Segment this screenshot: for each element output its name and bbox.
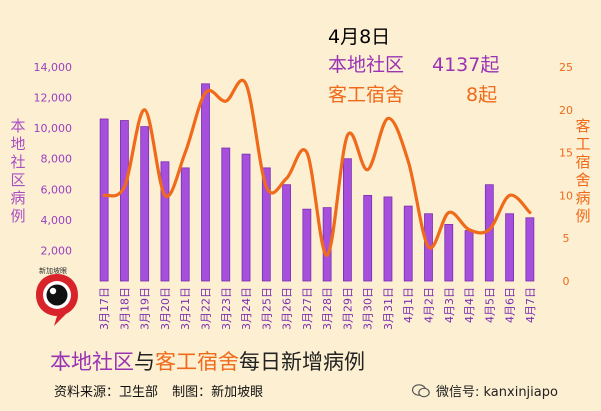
bar [120,120,129,282]
header-date: 4月8日 [328,26,391,48]
line-series-dorm [102,78,532,257]
wechat-text: 微信号: kanxinjiapo [436,385,558,400]
credit-made-by: 制图：新加坡眼 [172,385,264,400]
x-tick-label: 3月24日 [240,287,253,330]
x-tick-label: 4月7日 [524,287,537,323]
bar-series-local [99,83,535,282]
left-tick-label: 4,000 [41,214,73,227]
bar [383,196,393,282]
x-tick-label: 3月20日 [159,287,172,330]
bar [403,205,413,282]
x-tick-label: 3月26日 [281,287,294,330]
bottom-title-local: 本地社区 [50,350,134,374]
x-tick-label: 4月2日 [423,287,436,323]
x-tick-label: 3月22日 [200,287,213,330]
right-tick-label: 25 [559,61,573,74]
right-tick-label: 10 [559,189,573,202]
x-tick-label: 3月18日 [118,287,131,330]
x-tick-label: 3月28日 [321,287,334,330]
left-axis-ticks: 2,000 4,000 6,000 8,000 10,000 12,000 14,000 [34,61,73,257]
bar [525,217,535,282]
x-tick-label: 3月21日 [179,287,192,330]
bar [282,184,291,282]
right-axis-ticks: 0 5 10 15 20 25 [559,61,573,288]
left-tick-label: 14,000 [34,61,73,74]
bar [505,213,514,282]
bottom-title-rest: 每日新增病例 [239,350,365,374]
x-axis-ticks: 3月17日 3月18日 3月19日 3月20日 3月21日 3月22日 3月23日 3月24日… [98,287,537,330]
wechat-icon [412,383,430,397]
bar [221,147,231,282]
left-tick-label: 12,000 [34,92,73,105]
logo-text: 新加坡眼 [39,267,67,275]
left-tick-label: 8,000 [41,153,73,166]
credits: 资料来源：卫生部 制图：新加坡眼 [54,381,273,400]
header-local-value: 4137起 [432,54,500,76]
wechat-watermark: 微信号: kanxinjiapo [412,381,558,400]
bar [180,167,190,282]
right-tick-label: 5 [563,232,570,245]
x-tick-label: 4月4日 [463,287,476,323]
header-local-label: 本地社区 [328,54,405,76]
left-tick-label: 10,000 [34,122,73,135]
right-tick-label: 15 [559,147,573,160]
x-tick-label: 3月31日 [382,287,395,330]
bar [99,118,109,282]
bottom-title-and: 与 [134,350,155,374]
left-tick-label: 6,000 [41,183,73,196]
header-dorm-value: 8起 [466,84,498,106]
x-tick-label: 4月1日 [402,287,415,323]
x-tick-label: 3月23日 [220,287,233,330]
x-tick-label: 4月5日 [483,287,496,323]
x-tick-label: 4月3日 [443,287,456,323]
left-axis-label: 本地社区病例 [10,117,26,225]
x-tick-label: 3月25日 [260,287,273,330]
x-tick-label: 3月19日 [139,287,152,330]
credit-source: 资料来源：卫生部 [54,385,159,400]
left-tick-label: 2,000 [41,244,73,257]
bar [444,224,454,282]
x-tick-label: 3月30日 [362,287,375,330]
bar [302,208,312,282]
x-tick-label: 4月6日 [504,287,517,323]
bar [241,153,251,282]
bar [160,161,170,282]
logo-camera-icon [36,274,78,326]
bar [363,194,373,282]
x-tick-label: 3月29日 [341,287,354,330]
bar [464,230,474,282]
bar [343,158,352,282]
bottom-title: 本地社区与客工宿舍每日新增病例 [50,346,365,376]
right-tick-label: 20 [559,104,573,117]
x-tick-label: 3月17日 [98,287,111,330]
x-tick-label: 3月27日 [301,287,314,330]
bar [140,126,150,282]
right-tick-label: 0 [563,275,570,288]
bar [261,167,271,282]
bottom-title-dorm: 客工宿舍 [155,350,239,374]
header-dorm-label: 客工宿舍 [328,84,405,106]
right-axis-label: 客工宿舍病例 [575,117,591,225]
bar [201,83,210,282]
